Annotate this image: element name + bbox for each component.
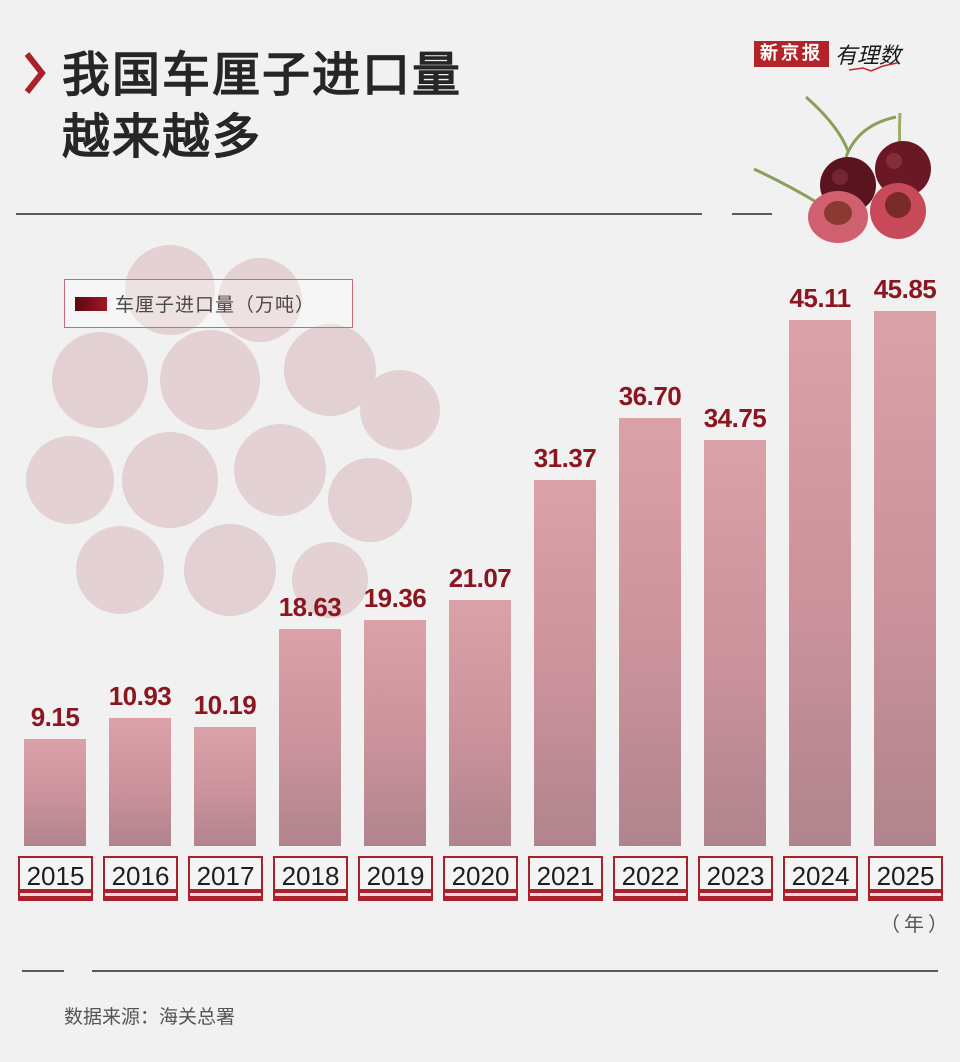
header-divider-short — [732, 213, 772, 215]
chevron-right-icon — [24, 52, 46, 94]
tag-underline — [785, 889, 856, 893]
year-label: 2022 — [621, 861, 680, 891]
tag-underline — [785, 896, 856, 899]
tag-underline — [360, 896, 431, 899]
x-axis-tick-2016: 2016 — [103, 856, 178, 901]
year-label: 2017 — [196, 861, 255, 891]
tag-underline — [105, 896, 176, 899]
tag-underline — [530, 896, 601, 899]
tag-underline — [615, 893, 686, 896]
data-source: 数据来源：海关总署 — [64, 1006, 236, 1028]
x-axis-tick-2020: 2020 — [443, 856, 518, 901]
tag-underline — [20, 896, 91, 899]
tag-underline — [700, 896, 771, 899]
page-title: 我国车厘子进口量 越来越多 — [62, 44, 462, 168]
tag-underline — [445, 893, 516, 896]
bar-2023 — [704, 440, 766, 846]
bar-value-label: 45.85 — [873, 274, 937, 304]
bar-value-label: 19.36 — [363, 583, 427, 613]
bar-value-label: 36.70 — [618, 381, 682, 411]
brand-name: 新京报 — [754, 41, 829, 67]
x-axis-tick-2022: 2022 — [613, 856, 688, 901]
brand-logo: 新京报 有理数 — [754, 38, 901, 72]
tag-underline — [700, 893, 771, 896]
tag-underline — [105, 889, 176, 893]
bar-2024 — [789, 320, 851, 846]
year-label: 2024 — [791, 861, 850, 891]
tag-underline — [615, 896, 686, 899]
footer-divider — [92, 970, 938, 972]
legend-label: 车厘子进口量（万吨） — [115, 294, 316, 316]
bar-value-label: 21.07 — [448, 563, 512, 593]
x-axis-tick-2021: 2021 — [528, 856, 603, 901]
bar-value-label: 9.15 — [30, 702, 80, 732]
tag-underline — [445, 896, 516, 899]
tag-underline — [190, 889, 261, 893]
x-axis-tick-2024: 2024 — [783, 856, 858, 901]
x-axis-unit: （年） — [880, 912, 952, 936]
x-axis-tick-2017: 2017 — [188, 856, 263, 901]
tag-underline — [20, 893, 91, 896]
year-label: 2018 — [281, 861, 340, 891]
tag-underline — [870, 893, 941, 896]
background-cherries-image — [26, 245, 440, 618]
trend-line-icon — [849, 62, 897, 72]
bar-value-label: 34.75 — [703, 403, 767, 433]
bar-2019 — [364, 620, 426, 846]
header-divider — [16, 213, 702, 215]
year-label: 2023 — [706, 861, 765, 891]
tag-underline — [360, 893, 431, 896]
tag-underline — [360, 889, 431, 893]
year-label: 2021 — [536, 861, 595, 891]
x-axis-tick-2018: 2018 — [273, 856, 348, 901]
x-axis-tick-2023: 2023 — [698, 856, 773, 901]
year-label: 2016 — [111, 861, 170, 891]
bar-value-label: 10.93 — [108, 681, 172, 711]
bar-value-label: 45.11 — [789, 283, 851, 313]
tag-underline — [785, 893, 856, 896]
bar-value-label: 10.19 — [193, 690, 257, 720]
x-axis-tick-2019: 2019 — [358, 856, 433, 901]
tag-underline — [700, 889, 771, 893]
year-label: 2025 — [876, 861, 935, 891]
title-line-2: 越来越多 — [62, 109, 263, 165]
tag-underline — [105, 893, 176, 896]
x-axis-tick-2015: 2015 — [18, 856, 93, 901]
tag-underline — [615, 889, 686, 893]
year-label: 2015 — [26, 861, 85, 891]
tag-underline — [190, 893, 261, 896]
bar-2017 — [194, 727, 256, 846]
tag-underline — [20, 889, 91, 893]
tag-underline — [275, 893, 346, 896]
tag-underline — [530, 893, 601, 896]
bar-2016 — [109, 718, 171, 846]
bar-2025 — [874, 311, 936, 846]
bar-2018 — [279, 629, 341, 846]
tag-underline — [530, 889, 601, 893]
bar-value-label: 18.63 — [278, 592, 342, 622]
footer-divider-short — [22, 970, 64, 972]
year-label: 2020 — [451, 861, 510, 891]
x-axis-tick-2025: 2025 — [868, 856, 943, 901]
cherry-illustration — [753, 95, 931, 243]
bar-2021 — [534, 480, 596, 846]
tag-underline — [275, 889, 346, 893]
tag-underline — [190, 896, 261, 899]
bar-2020 — [449, 600, 511, 846]
tag-underline — [445, 889, 516, 893]
tag-underline — [275, 896, 346, 899]
brand-sub: 有理数 — [835, 38, 901, 72]
legend-swatch — [75, 296, 107, 311]
year-label: 2019 — [366, 861, 425, 891]
bar-value-label: 31.37 — [533, 443, 597, 473]
tag-underline — [870, 889, 941, 893]
title-line-1: 我国车厘子进口量 — [62, 47, 463, 103]
chart-legend: 车厘子进口量（万吨） — [64, 279, 353, 328]
bar-2015 — [24, 739, 86, 846]
bar-2022 — [619, 418, 681, 846]
tag-underline — [870, 896, 941, 899]
